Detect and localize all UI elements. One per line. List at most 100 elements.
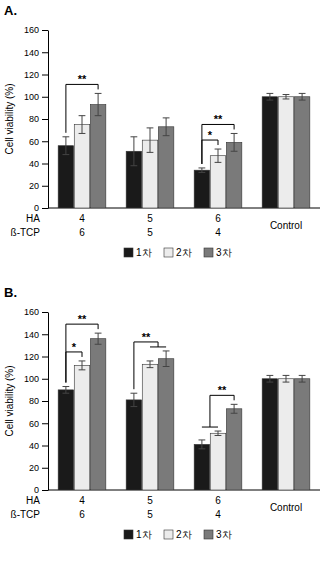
y-tick-mark	[42, 334, 48, 335]
category-label: 6	[215, 495, 221, 506]
category-label: 4	[79, 495, 85, 506]
y-tick: 20	[29, 463, 48, 473]
y-tick-mark	[42, 30, 48, 31]
bar	[126, 400, 141, 490]
y-tick-mark	[42, 468, 48, 469]
significance-bracket	[202, 140, 218, 164]
y-tick-label: 40	[29, 159, 39, 169]
y-tick-label: 140	[24, 330, 39, 340]
marks	[58, 93, 310, 208]
category-label: 5	[147, 509, 153, 520]
y-tick: 60	[29, 137, 48, 147]
error-bar	[283, 95, 290, 99]
error-bar	[215, 149, 222, 162]
y-tick: 140	[24, 330, 48, 340]
series	[90, 93, 309, 208]
y-tick: 160	[24, 307, 48, 317]
series	[90, 333, 309, 490]
plot-area: 020406080100120140160*****	[24, 25, 320, 213]
category-label: 5	[147, 495, 153, 506]
significance-bracket	[202, 124, 234, 163]
y-tick-mark	[42, 357, 48, 358]
significance-label: **	[214, 113, 223, 125]
legend-label: 3차	[216, 529, 232, 540]
y-tick-mark	[42, 141, 48, 142]
error-bar	[163, 118, 170, 136]
bar	[226, 142, 241, 208]
legend-swatch	[124, 248, 133, 257]
y-tick: 40	[29, 441, 48, 451]
bar	[58, 390, 73, 490]
annotations: *******	[66, 313, 234, 427]
y-tick: 20	[29, 181, 48, 191]
y-tick: 80	[29, 396, 48, 406]
legend-swatch	[164, 248, 173, 257]
category-label: 6	[215, 213, 221, 224]
error-bar	[62, 387, 69, 394]
y-tick: 60	[29, 419, 48, 429]
error-bar	[130, 137, 137, 166]
significance-bracket	[66, 352, 82, 383]
significance-bracket	[202, 395, 234, 427]
category-label: Control	[270, 502, 302, 513]
significance-label: **	[78, 313, 87, 325]
y-tick-label: 60	[29, 419, 39, 429]
y-tick-mark	[42, 75, 48, 76]
y-tick-mark	[42, 97, 48, 98]
bar	[262, 379, 277, 490]
bar	[226, 409, 241, 490]
y-tick-label: 100	[24, 374, 39, 384]
bar	[210, 433, 225, 490]
y-tick-label: 20	[29, 181, 39, 191]
y-axis: 020406080100120140160	[24, 25, 49, 213]
y-tick-mark	[42, 423, 48, 424]
bar	[74, 125, 89, 208]
y-tick-mark	[42, 312, 48, 313]
significance-bracket	[66, 84, 98, 132]
y-axis: 020406080100120140160	[24, 307, 49, 495]
error-bar	[283, 375, 290, 382]
category-label: Control	[270, 220, 302, 231]
error-bar	[79, 116, 86, 134]
series	[58, 93, 277, 208]
y-tick: 0	[34, 203, 48, 213]
significance-bracket	[134, 342, 166, 389]
panel-title: B.	[4, 285, 17, 300]
y-axis-line	[48, 313, 49, 491]
y-axis-title: Cell viability (%)	[4, 365, 15, 436]
y-tick: 80	[29, 114, 48, 124]
y-tick-label: 100	[24, 92, 39, 102]
y-tick-mark	[42, 186, 48, 187]
y-tick-mark	[42, 119, 48, 120]
category-label: 4	[215, 509, 221, 520]
error-bar	[147, 128, 154, 152]
y-tick: 120	[24, 352, 48, 362]
legend-label: 2차	[176, 247, 192, 258]
category-row-title: HA	[26, 213, 40, 224]
error-bar	[266, 375, 273, 382]
bar	[294, 97, 309, 208]
y-tick-mark	[42, 401, 48, 402]
y-tick-mark	[42, 208, 48, 209]
bar	[194, 170, 209, 208]
y-tick-label: 160	[24, 25, 39, 35]
category-label: 5	[147, 213, 153, 224]
error-bar	[231, 133, 238, 151]
error-bar	[215, 431, 222, 435]
category-row-title: ß-TCP	[11, 227, 41, 238]
legend-swatch	[124, 530, 133, 539]
y-tick-mark	[42, 164, 48, 165]
y-tick-mark	[42, 52, 48, 53]
y-tick-label: 140	[24, 48, 39, 58]
significance-bracket	[66, 324, 98, 382]
bar	[210, 156, 225, 208]
figure: A.020406080100120140160*****Cell viabili…	[0, 0, 328, 565]
error-bar	[95, 93, 102, 115]
y-tick-label: 0	[34, 203, 39, 213]
significance-label: *	[72, 341, 77, 353]
panel-title: A.	[4, 3, 17, 18]
error-bar	[299, 93, 306, 100]
legend-swatch	[204, 248, 213, 257]
bar	[74, 365, 89, 490]
error-bar	[163, 351, 170, 367]
